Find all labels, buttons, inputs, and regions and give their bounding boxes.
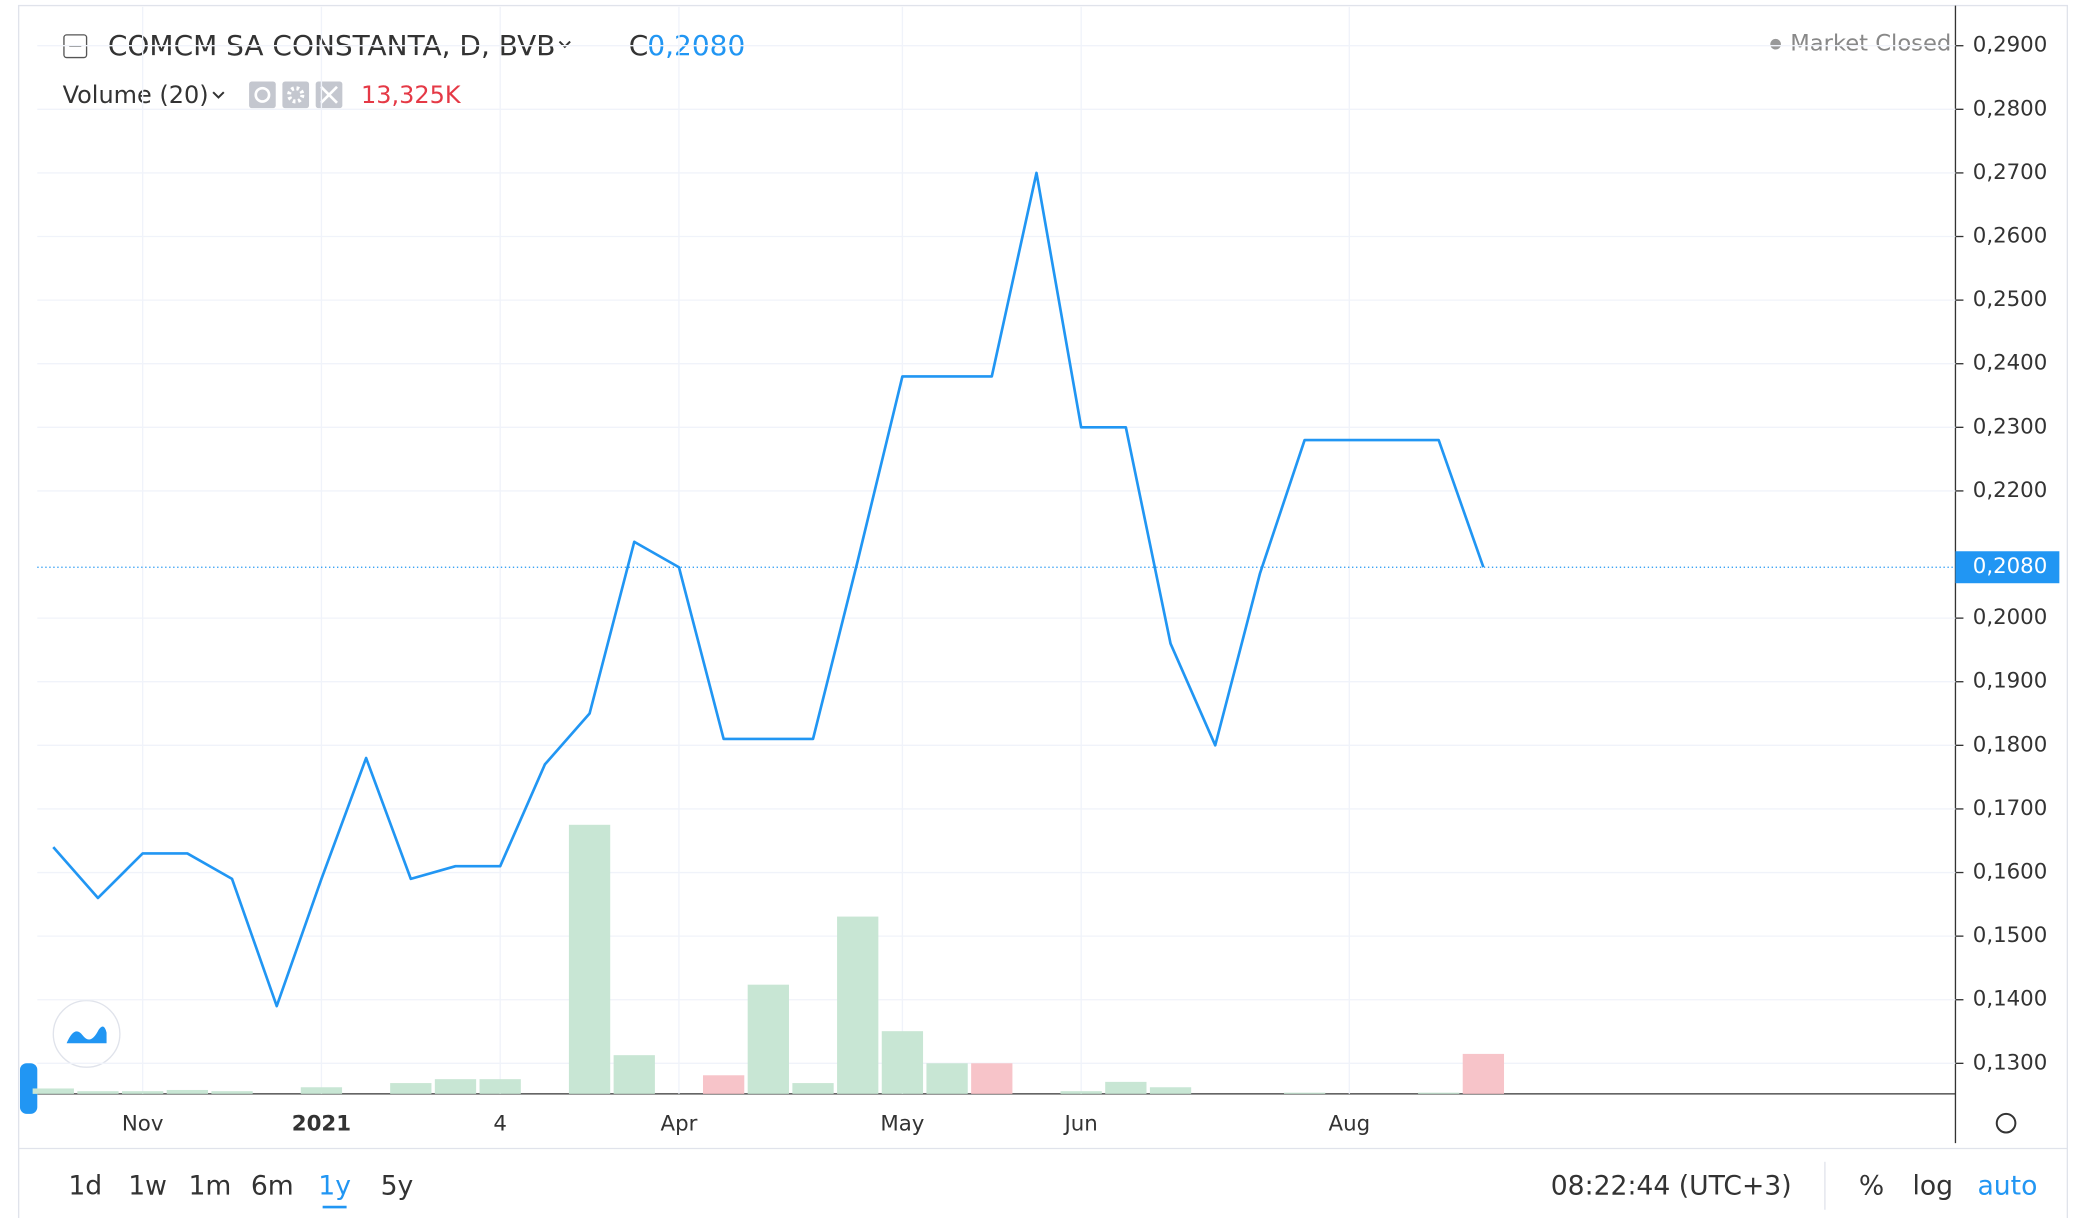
volume-bar — [837, 916, 879, 1094]
status-dot — [1770, 38, 1781, 50]
x-tick-label: Nov — [122, 1112, 164, 1137]
volume-bar — [568, 824, 611, 1094]
volume-bar — [1105, 1081, 1147, 1094]
scale-option[interactable]: auto — [1977, 1171, 2037, 1202]
volume-bar — [390, 1083, 432, 1094]
volume-bar — [792, 1083, 834, 1094]
x-tick-label: Jun — [1063, 1112, 1098, 1137]
settings-sun[interactable] — [1995, 1112, 2017, 1134]
last-price-badge — [1955, 551, 2060, 584]
scale-option[interactable]: % — [1859, 1171, 1884, 1202]
y-tick-label: 0,2400 — [1973, 351, 2048, 376]
volume-bar — [211, 1091, 253, 1094]
volume-bar — [702, 1075, 745, 1094]
volume-bar — [1462, 1053, 1505, 1094]
volume-bar — [1283, 1092, 1326, 1094]
y-tick-label: 0,2900 — [1973, 33, 2048, 58]
volume-bar — [1060, 1091, 1102, 1094]
volume-bar — [166, 1089, 208, 1094]
gear-icon — [287, 86, 305, 104]
logo-icon — [66, 1026, 107, 1044]
y-tick-label: 0,2600 — [1973, 224, 2048, 249]
range-button[interactable]: 1y — [318, 1171, 351, 1202]
volume-bar — [77, 1091, 119, 1094]
volume-bar — [434, 1079, 477, 1094]
volume-bar — [971, 1063, 1013, 1094]
y-tick-label: 0,1300 — [1973, 1050, 2048, 1075]
settings-button[interactable] — [282, 81, 310, 109]
range-button[interactable]: 5y — [381, 1171, 414, 1202]
close-icon — [320, 85, 338, 104]
y-tick-label: 0,2800 — [1973, 96, 2048, 121]
range-button[interactable]: 1d — [68, 1171, 102, 1202]
volume-bar — [881, 1031, 924, 1094]
scroll-handle[interactable] — [19, 1063, 38, 1114]
y-tick-label: 0,1900 — [1973, 669, 2048, 694]
volume-bar — [122, 1091, 164, 1094]
symbol-dropdown[interactable] — [558, 40, 571, 49]
x-tick-label: 4 — [493, 1112, 507, 1137]
x-tick-label: Aug — [1329, 1112, 1371, 1137]
volume-value: 13,325K — [361, 81, 462, 109]
x-tick-label: 2021 — [292, 1112, 351, 1137]
range-button[interactable]: 1m — [188, 1171, 231, 1202]
y-tick-label: 0,1800 — [1973, 732, 2048, 757]
volume-bar — [300, 1087, 343, 1094]
volume-bar — [479, 1079, 521, 1094]
volume-bar — [32, 1088, 74, 1094]
y-tick-label: 0,1700 — [1973, 796, 2048, 821]
logo-badge[interactable] — [52, 999, 121, 1068]
last-price-label: 0,2080 — [1973, 554, 2048, 579]
x-tick-label: Apr — [661, 1112, 698, 1137]
scale-option[interactable]: log — [1913, 1171, 1954, 1202]
clock: 08:22:44 (UTC+3) — [1551, 1171, 1792, 1202]
y-tick-label: 0,2700 — [1973, 160, 2048, 185]
y-tick-label: 0,1400 — [1973, 987, 2048, 1012]
market-status: Market Closed — [1790, 31, 1951, 57]
volume-bar — [926, 1063, 968, 1094]
volume-bar — [1149, 1087, 1192, 1094]
range-button[interactable]: 6m — [251, 1171, 294, 1202]
x-tick-label: May — [880, 1112, 924, 1137]
eye-icon — [254, 86, 271, 103]
y-tick-label: 0,1500 — [1973, 923, 2048, 948]
volume-bar — [613, 1055, 655, 1094]
y-tick-label: 0,2300 — [1973, 414, 2048, 439]
y-tick-label: 0,2500 — [1973, 287, 2048, 312]
y-tick-label: 0,2000 — [1973, 605, 2048, 630]
volume-bar — [1418, 1092, 1460, 1094]
volume-title: Volume (20) — [63, 81, 209, 109]
frame — [17, 4, 2069, 1218]
eye-button[interactable] — [249, 81, 276, 109]
y-tick-label: 0,1600 — [1973, 860, 2048, 885]
price-line — [52, 171, 1485, 1008]
range-button[interactable]: 1w — [128, 1171, 167, 1202]
volume-bar — [747, 984, 789, 1094]
y-tick-label: 0,2200 — [1973, 478, 2048, 503]
volume-dropdown[interactable] — [212, 91, 225, 99]
